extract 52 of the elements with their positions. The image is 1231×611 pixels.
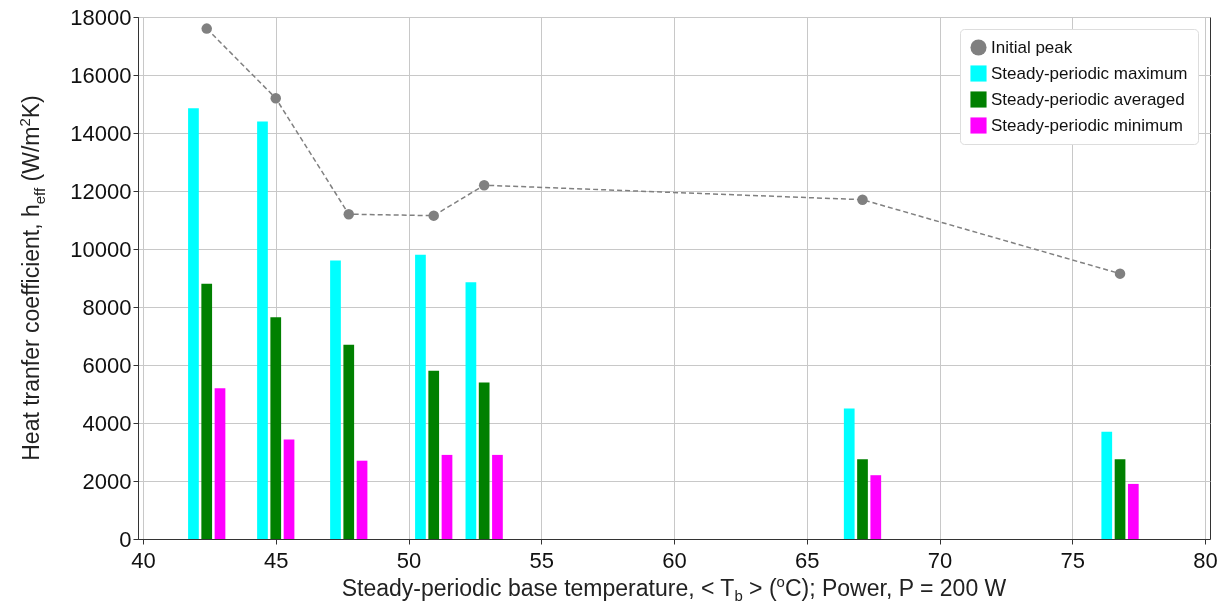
legend-label: Steady-periodic maximum <box>991 63 1188 83</box>
y-tick-label: 14000 <box>70 120 132 146</box>
y-tick-label: 6000 <box>82 352 132 378</box>
bar <box>1101 431 1113 539</box>
bar <box>201 283 213 539</box>
bar <box>1114 459 1126 539</box>
x-tick-label: 50 <box>396 547 422 573</box>
y-tick-label: 10000 <box>70 236 132 262</box>
bar <box>188 108 199 539</box>
bar <box>441 454 453 539</box>
x-tick-label: 40 <box>131 547 156 573</box>
y-tick-label: 8000 <box>82 294 132 320</box>
x-tick-label: 70 <box>927 547 953 573</box>
bar <box>214 388 226 539</box>
point <box>201 23 212 34</box>
x-tick-label: 55 <box>529 547 554 573</box>
bar <box>857 459 868 539</box>
bar <box>465 282 477 539</box>
point <box>857 194 868 205</box>
bar <box>428 370 440 539</box>
y-tick-label: 12000 <box>70 178 132 204</box>
bar <box>492 454 503 539</box>
legend-label: Steady-periodic minimum <box>991 115 1183 135</box>
point <box>343 208 355 220</box>
y-tick-label: 16000 <box>70 62 132 88</box>
bar <box>283 439 295 539</box>
x-tick-label: 65 <box>795 547 820 573</box>
y-tick-label: 4000 <box>82 410 132 436</box>
bar <box>1127 483 1139 539</box>
bar <box>415 254 426 539</box>
point <box>1114 268 1126 279</box>
y-tick-label: 18000 <box>70 4 132 30</box>
x-axis-title: Steady-periodic base temperature, < T$_{b}$ > ($^{o}$C); Power, P = 200 W <box>340 573 1008 605</box>
bar <box>870 475 882 539</box>
y-tick-label: 0 <box>119 526 132 552</box>
bar <box>343 344 355 539</box>
x-tick-label: 45 <box>264 547 289 573</box>
bar <box>478 382 490 539</box>
bar <box>257 121 268 539</box>
y-tick-label: 2000 <box>82 468 132 494</box>
bar <box>843 408 855 539</box>
legend-label: Steady-periodic averaged <box>991 89 1185 109</box>
point <box>428 210 439 221</box>
x-tick-label: 80 <box>1193 547 1218 573</box>
x-tick-label: 75 <box>1060 547 1085 573</box>
bar <box>356 460 368 539</box>
x-tick-label: 60 <box>662 547 687 573</box>
bar <box>330 260 341 539</box>
point <box>270 92 281 104</box>
legend-label: Initial peak <box>991 37 1073 57</box>
bar <box>270 317 282 539</box>
point <box>478 179 490 191</box>
